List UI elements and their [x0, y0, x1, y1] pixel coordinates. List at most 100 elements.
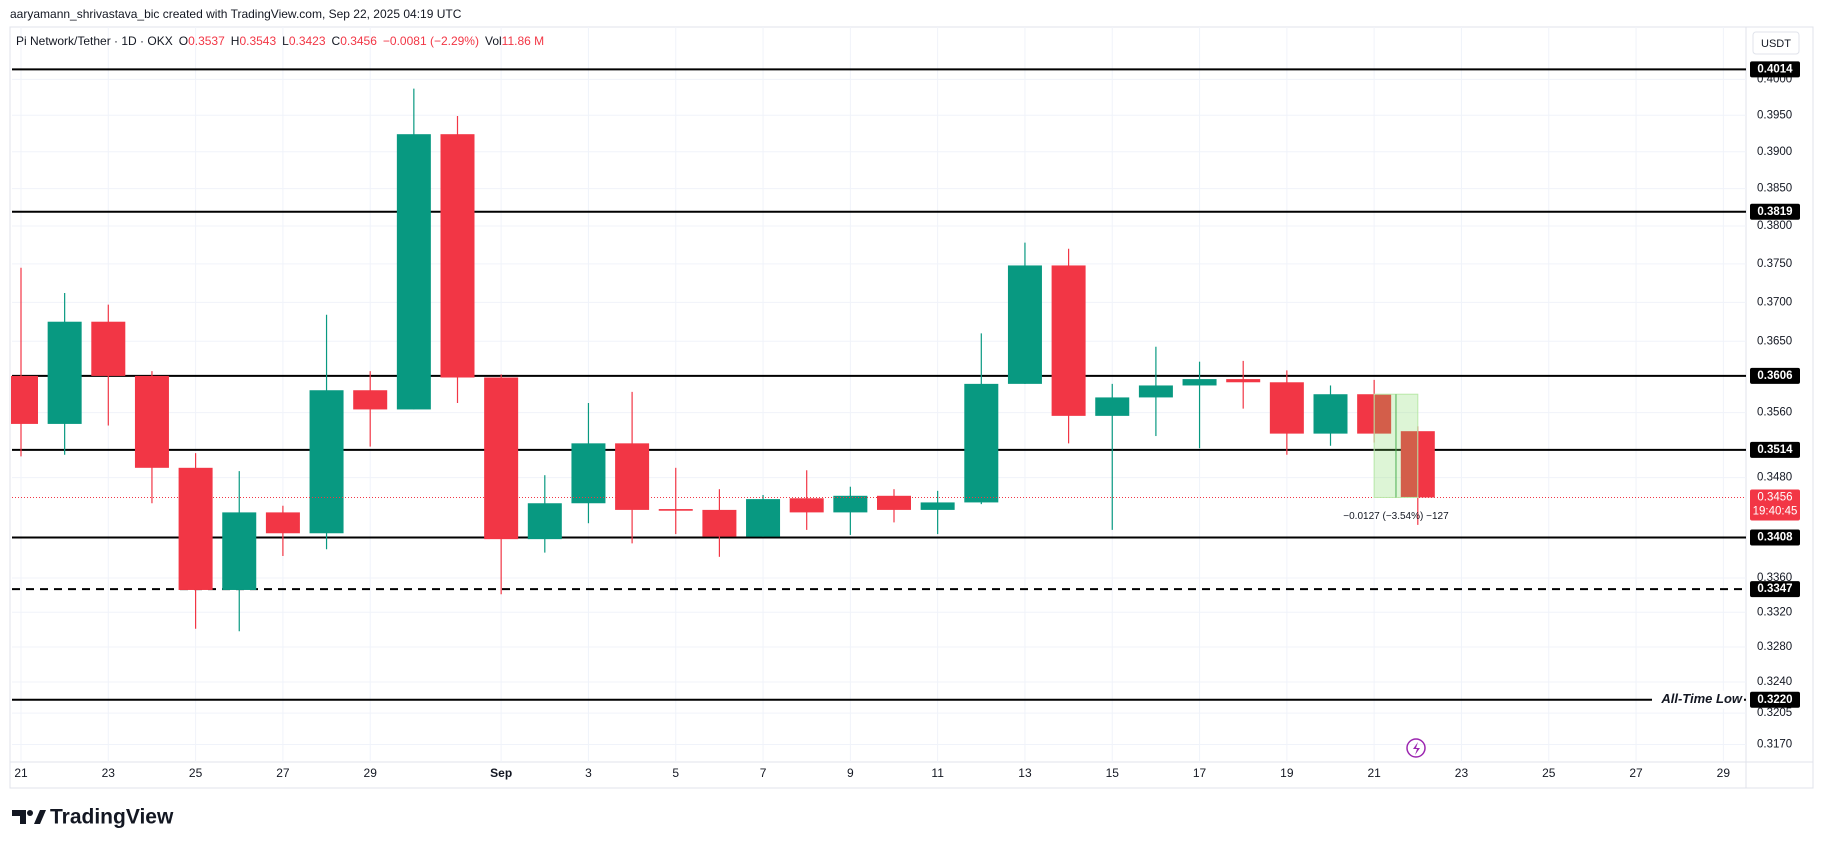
y-tick-label: 0.3950 [1757, 109, 1792, 121]
level-label: 0.3514 [1757, 444, 1793, 456]
ohlc-key: O [178, 34, 189, 48]
ohlc-value: 0.3456 [340, 34, 377, 48]
candle-body [484, 377, 519, 540]
candle-body [658, 509, 693, 511]
candle-body [702, 509, 737, 537]
level-label: 0.3220 [1757, 694, 1792, 706]
level-label-bg [1750, 61, 1800, 78]
level-label: 0.3408 [1757, 531, 1793, 543]
ohlc-key: C [331, 34, 341, 48]
candle-body [746, 499, 781, 537]
level-label-bg [1750, 367, 1800, 384]
candle-body [396, 134, 431, 410]
candle-body [1051, 265, 1086, 416]
candle-body [265, 512, 300, 534]
y-tick-label: 0.3205 [1757, 707, 1792, 719]
candle-body [178, 467, 213, 590]
y-tick-label: 0.3240 [1757, 676, 1792, 688]
overlays: 0.4014 0.3819 0.3606 0.3514 0.3408 0.3347 All-… [1343, 61, 1800, 709]
x-tick-label: 17 [1193, 766, 1207, 780]
x-tick-label: 27 [1629, 766, 1643, 780]
level-note: All-Time Low [1660, 691, 1743, 706]
ohlc-value: 0.3537 [188, 34, 225, 48]
y-tick-label: 0.3560 [1757, 407, 1792, 419]
x-tick-label: 7 [760, 766, 767, 780]
candle-body [309, 390, 344, 534]
level-label: 0.3606 [1757, 370, 1792, 382]
last-price: 0.3456 [1757, 491, 1792, 503]
candle-body [11, 375, 38, 424]
y-tick-label: 0.3850 [1757, 183, 1792, 195]
candle-body [789, 498, 824, 513]
x-tick-label: 25 [189, 766, 203, 780]
grid [12, 27, 1746, 762]
x-tick-label: 15 [1106, 766, 1120, 780]
candle-body [91, 321, 126, 376]
candle-body [1138, 385, 1173, 398]
volume-key: Vol [484, 34, 502, 48]
candle-body [353, 390, 388, 410]
level-label: 0.4014 [1757, 63, 1793, 75]
y-tick-label: 0.3280 [1757, 641, 1792, 653]
tradingview-logo [12, 810, 46, 824]
ohlc-value: 0.3543 [239, 34, 277, 48]
y-tick-label: 0.3480 [1757, 472, 1792, 484]
ohlc-key: H [230, 34, 240, 48]
x-tick-label: 23 [1455, 766, 1469, 780]
candle-body [1095, 397, 1130, 416]
credit: aaryamann_shrivastava_bic created with T… [10, 7, 462, 21]
candle-body [440, 134, 475, 378]
event-icon[interactable] [1406, 738, 1426, 758]
last-price-bg [1750, 489, 1800, 521]
x-tick-label: 25 [1542, 766, 1556, 780]
x-tick-label: 21 [14, 766, 28, 780]
x-tick-label: 9 [847, 766, 854, 780]
y-tick-label: 0.3360 [1757, 572, 1792, 584]
ohlc-value: 0.3423 [288, 34, 326, 48]
level-label-bg [1750, 203, 1800, 220]
y-tick-label: 0.3800 [1757, 220, 1792, 232]
candle-body [1269, 382, 1304, 434]
change: −0.0081 (−2.29%) [382, 34, 479, 48]
candle-body [134, 375, 169, 468]
level-label: 0.3347 [1757, 583, 1792, 595]
x-tick-label: 19 [1280, 766, 1294, 780]
x-tick-label: 29 [1717, 766, 1731, 780]
x-tick-label: 5 [672, 766, 679, 780]
candle-body [920, 502, 955, 510]
currency-box[interactable] [1752, 31, 1800, 55]
x-tick-label: 23 [102, 766, 116, 780]
event-bolt [1413, 742, 1420, 755]
y-tick-label: 0.3750 [1757, 258, 1792, 270]
chart-frame [9, 26, 1814, 789]
x-tick-label: Sep [490, 766, 512, 780]
candle-body [1007, 265, 1042, 384]
y-tick-label: 0.3170 [1757, 739, 1792, 751]
level-label-bg [1750, 691, 1800, 708]
candle-body [833, 495, 868, 513]
x-tick-label: 11 [931, 766, 944, 780]
countdown: 19:40:45 [1753, 505, 1798, 517]
brand: TradingView [50, 806, 174, 829]
x-tick-label: 29 [364, 766, 378, 780]
ohlc-key: L [282, 34, 289, 48]
volume: 11.86 M [501, 34, 545, 48]
y-tick-label: 0.3650 [1757, 335, 1792, 347]
candle-body [877, 495, 911, 510]
axes: 0.3170 0.3205 0.3240 0.3280 0.3320 0.3360 0.34… [14, 73, 1792, 780]
plot [11, 68, 1746, 701]
candle-body [47, 321, 82, 424]
level-label-bg [1750, 529, 1800, 546]
measure-text: −0.0127 (−3.54%) −127 [1343, 511, 1449, 522]
currency: USDT [1761, 38, 1791, 50]
level-label-bg [1750, 581, 1800, 598]
candle-body [615, 443, 650, 510]
y-tick-label: 0.3700 [1757, 296, 1792, 308]
level-label-bg [1750, 441, 1800, 458]
level-note-bg [1652, 690, 1744, 709]
symbol: Pi Network/Tether · 1D · OKX [16, 34, 173, 48]
y-tick-label: 0.3320 [1757, 606, 1792, 618]
candle-body [964, 383, 999, 503]
